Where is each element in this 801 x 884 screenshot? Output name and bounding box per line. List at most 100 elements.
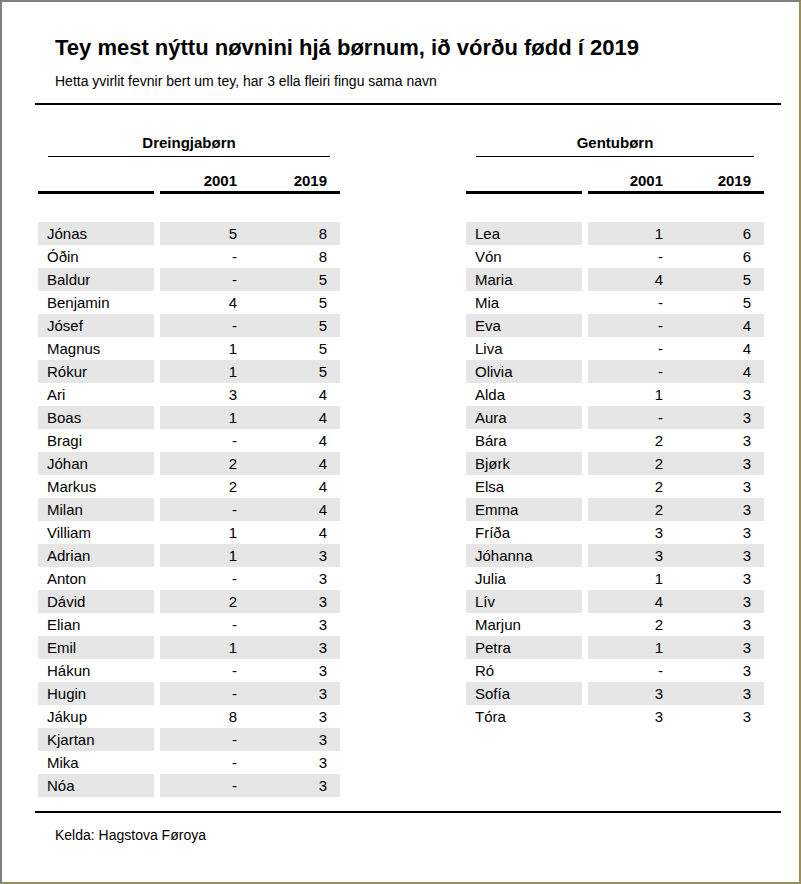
name-cell: Kjartan <box>38 728 154 751</box>
value-2019: 3 <box>250 705 340 728</box>
value-cells: 13 <box>588 636 764 659</box>
table-row: Olivia-4 <box>466 360 764 383</box>
value-2001: - <box>588 659 676 682</box>
value-2019: 4 <box>250 429 340 452</box>
value-cells: 23 <box>588 452 764 475</box>
value-cells: 14 <box>160 406 340 429</box>
name-cell: Emma <box>466 498 582 521</box>
value-2019: 3 <box>676 590 764 613</box>
name-cell: Bragi <box>38 429 154 452</box>
value-cells: 13 <box>160 636 340 659</box>
year-header-row-girls: 2001 2019 <box>466 157 764 194</box>
name-cell: Villiam <box>38 521 154 544</box>
value-2001: - <box>160 567 250 590</box>
table-row: Marjun23 <box>466 613 764 636</box>
name-cell: Dávid <box>38 590 154 613</box>
value-cells: 33 <box>588 705 764 728</box>
value-cells: 23 <box>588 613 764 636</box>
value-cells: 43 <box>588 590 764 613</box>
value-2019: 4 <box>250 521 340 544</box>
table-row: Lea 16 <box>466 222 764 245</box>
value-2001: 1 <box>160 360 250 383</box>
value-2001: - <box>588 245 676 268</box>
column-header-2001: 2001 <box>588 171 676 190</box>
name-column-header-spacer <box>38 171 154 194</box>
value-cells: -5 <box>588 291 764 314</box>
table-row: Liva-4 <box>466 337 764 360</box>
value-2001: 1 <box>588 636 676 659</box>
value-2019: 3 <box>676 682 764 705</box>
value-2019: 3 <box>250 659 340 682</box>
value-2019: 3 <box>676 406 764 429</box>
value-2001: 1 <box>160 636 250 659</box>
year-column-headers: 2001 2019 <box>588 171 764 194</box>
value-2019: 3 <box>676 498 764 521</box>
name-cell: Hákun <box>38 659 154 682</box>
name-cell: Magnus <box>38 337 154 360</box>
name-cell: Emil <box>38 636 154 659</box>
value-2019: 4 <box>676 360 764 383</box>
table-row: Vón-6 <box>466 245 764 268</box>
name-cell: Tóra <box>466 705 582 728</box>
value-2001: - <box>160 613 250 636</box>
value-cells: -3 <box>160 659 340 682</box>
value-2019: 4 <box>250 383 340 406</box>
value-cells: 33 <box>588 521 764 544</box>
value-2019: 5 <box>250 314 340 337</box>
page-subtitle: Hetta yvirlit fevnir bert um tey, har 3 … <box>55 73 437 89</box>
table-title-girls: Gentubørn <box>476 130 754 157</box>
value-cells: -4 <box>160 498 340 521</box>
value-2019: 5 <box>250 268 340 291</box>
table-row: Jóhan24 <box>38 452 340 475</box>
value-2019: 3 <box>676 429 764 452</box>
table-row: Adrian13 <box>38 544 340 567</box>
name-cell: Elian <box>38 613 154 636</box>
value-cells: -4 <box>588 314 764 337</box>
value-2001: 4 <box>160 291 250 314</box>
value-2001: - <box>160 268 250 291</box>
value-2001: 2 <box>160 590 250 613</box>
value-2019: 3 <box>676 544 764 567</box>
table-row: Bjørk23 <box>466 452 764 475</box>
value-2019: 5 <box>676 268 764 291</box>
table-row: Kjartan-3 <box>38 728 340 751</box>
page-title: Tey mest nýttu nøvnini hjá børnum, ið vó… <box>55 35 639 61</box>
name-cell: Julia <box>466 567 582 590</box>
column-header-2019: 2019 <box>250 171 340 190</box>
value-cells: -4 <box>160 429 340 452</box>
value-2019: 6 <box>676 245 764 268</box>
value-2001: - <box>160 245 250 268</box>
value-cells: -8 <box>160 245 340 268</box>
table-row: Mia-5 <box>466 291 764 314</box>
value-cells: 16 <box>588 222 764 245</box>
value-cells: 33 <box>588 682 764 705</box>
value-2001: - <box>588 337 676 360</box>
name-cell: Jóhanna <box>466 544 582 567</box>
table-row: Sofía33 <box>466 682 764 705</box>
name-cell: Ró <box>466 659 582 682</box>
value-cells: 23 <box>588 475 764 498</box>
table-row: Óðin-8 <box>38 245 340 268</box>
name-cell: Lea <box>466 222 582 245</box>
value-cells: 24 <box>160 452 340 475</box>
value-cells: -3 <box>160 567 340 590</box>
value-2001: 3 <box>160 383 250 406</box>
value-cells: 45 <box>160 291 340 314</box>
name-cell: Elsa <box>466 475 582 498</box>
value-cells: 83 <box>160 705 340 728</box>
value-cells: 58 <box>160 222 340 245</box>
table-row: Alda13 <box>466 383 764 406</box>
table-row: Markus24 <box>38 475 340 498</box>
table-row: Emil 13 <box>38 636 340 659</box>
table-rows-girls: Lea16Vón-6Maria45Mia-5Eva-4Liva-4Olivia-… <box>466 222 764 728</box>
value-2019: 3 <box>250 613 340 636</box>
value-2019: 3 <box>250 751 340 774</box>
name-cell: Nóa <box>38 774 154 797</box>
value-2001: 4 <box>588 268 676 291</box>
value-2019: 4 <box>250 406 340 429</box>
name-cell: Alda <box>466 383 582 406</box>
name-cell: Liva <box>466 337 582 360</box>
value-2001: 2 <box>588 475 676 498</box>
value-2001: 1 <box>160 406 250 429</box>
value-cells: -4 <box>588 360 764 383</box>
